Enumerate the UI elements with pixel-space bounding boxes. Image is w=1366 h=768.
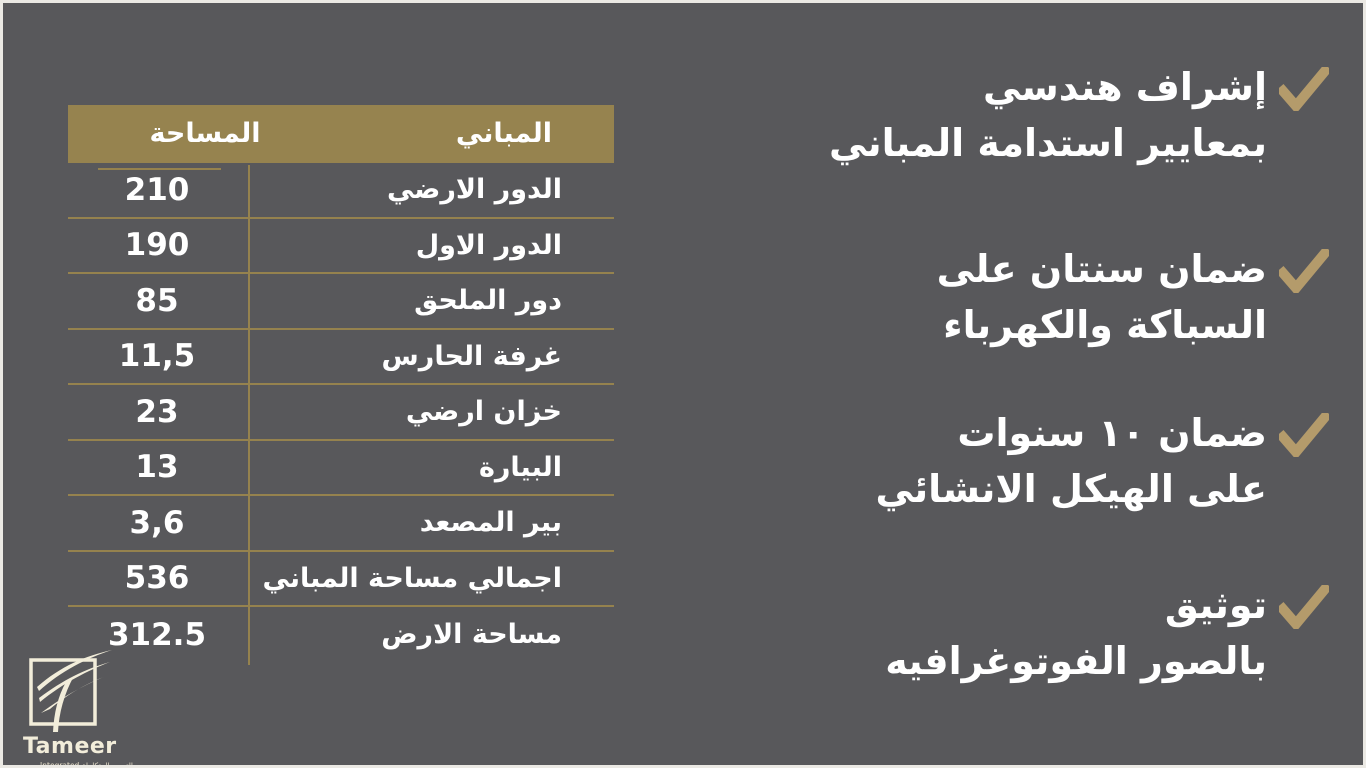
bullet-text: توثيق بالصور الفوتوغرافيه <box>885 577 1267 689</box>
logo-wordmark: Tameer <box>23 734 117 759</box>
logo-tagline: التعمير المتكاملة Integrated <box>40 761 133 768</box>
building-areas-table: المساحة المباني 210 الدور الارضي 190 الد… <box>68 105 614 665</box>
cell-area: 11,5 <box>118 338 196 375</box>
table-row: 3,6 بير المصعد <box>68 496 614 552</box>
bullet-text: إشراف هندسي بمعايير استدامة المباني <box>829 59 1267 171</box>
table-body: 210 الدور الارضي 190 الدور الاول 85 دور … <box>68 163 614 663</box>
table-row: 13 البيارة <box>68 441 614 496</box>
bullet-line: السباكة والكهرباء <box>943 303 1267 347</box>
bullet-line: ضمان ١٠ سنوات <box>957 411 1267 455</box>
cell-building: البيارة <box>478 451 562 483</box>
bullet-line: بمعايير استدامة المباني <box>828 121 1267 165</box>
column-header-area: المساحة <box>149 118 261 149</box>
tameer-logo-icon <box>29 650 112 732</box>
table-row: 312.5 مساحة الارض <box>68 607 614 663</box>
feature-bullet-ten-year-warranty: ضمان ١٠ سنوات على الهيكل الانشائي <box>875 405 1329 517</box>
cell-building: اجمالي مساحة المباني <box>262 562 562 594</box>
checkmark-icon <box>1279 249 1329 293</box>
table-row: 210 الدور الارضي <box>68 163 614 219</box>
table-row: 11,5 غرفة الحارس <box>68 330 614 385</box>
cell-building: الدور الاول <box>415 229 562 261</box>
table-header-row: المساحة المباني <box>68 105 614 163</box>
table-row: 85 دور الملحق <box>68 274 614 330</box>
bullet-line: إشراف هندسي <box>982 65 1267 109</box>
bullet-line: بالصور الفوتوغرافيه <box>885 639 1267 683</box>
cell-building: بير المصعد <box>419 507 562 539</box>
cell-building: خزان ارضي <box>405 396 562 428</box>
cell-area: 190 <box>124 227 190 264</box>
cell-area: 13 <box>135 449 179 486</box>
cell-area: 23 <box>135 393 179 430</box>
cell-building: غرفة الحارس <box>381 340 562 372</box>
cell-building: الدور الارضي <box>386 174 562 206</box>
cell-area: 536 <box>124 560 190 597</box>
cell-area: 210 <box>124 171 190 208</box>
tameer-logo: Tameer التعمير المتكاملة Integrated <box>23 649 133 768</box>
bullet-line: ضمان سنتان على <box>936 247 1267 291</box>
bullet-text: ضمان ١٠ سنوات على الهيكل الانشائي <box>875 405 1267 517</box>
column-header-building: المباني <box>455 118 552 149</box>
bullet-line: توثيق <box>1164 583 1267 627</box>
checkmark-icon <box>1279 413 1329 457</box>
bullet-text: ضمان سنتان على السباكة والكهرباء <box>937 241 1267 353</box>
checkmark-icon <box>1279 585 1329 629</box>
header-underline <box>98 168 221 170</box>
feature-bullet-engineering-supervision: إشراف هندسي بمعايير استدامة المباني <box>829 59 1329 171</box>
feature-bullet-two-year-warranty: ضمان سنتان على السباكة والكهرباء <box>937 241 1329 353</box>
cell-building: مساحة الارض <box>381 619 562 651</box>
table-row: 23 خزان ارضي <box>68 385 614 441</box>
cell-building: دور الملحق <box>414 285 562 317</box>
cell-area: 3,6 <box>129 504 185 541</box>
cell-area: 312.5 <box>107 616 207 653</box>
cell-area: 85 <box>135 282 179 319</box>
table-row: 536 اجمالي مساحة المباني <box>68 552 614 607</box>
table-row: 190 الدور الاول <box>68 219 614 274</box>
feature-bullet-photo-documentation: توثيق بالصور الفوتوغرافيه <box>885 577 1329 689</box>
checkmark-icon <box>1279 67 1329 111</box>
column-divider-line <box>248 165 250 665</box>
bullet-line: على الهيكل الانشائي <box>875 467 1267 511</box>
